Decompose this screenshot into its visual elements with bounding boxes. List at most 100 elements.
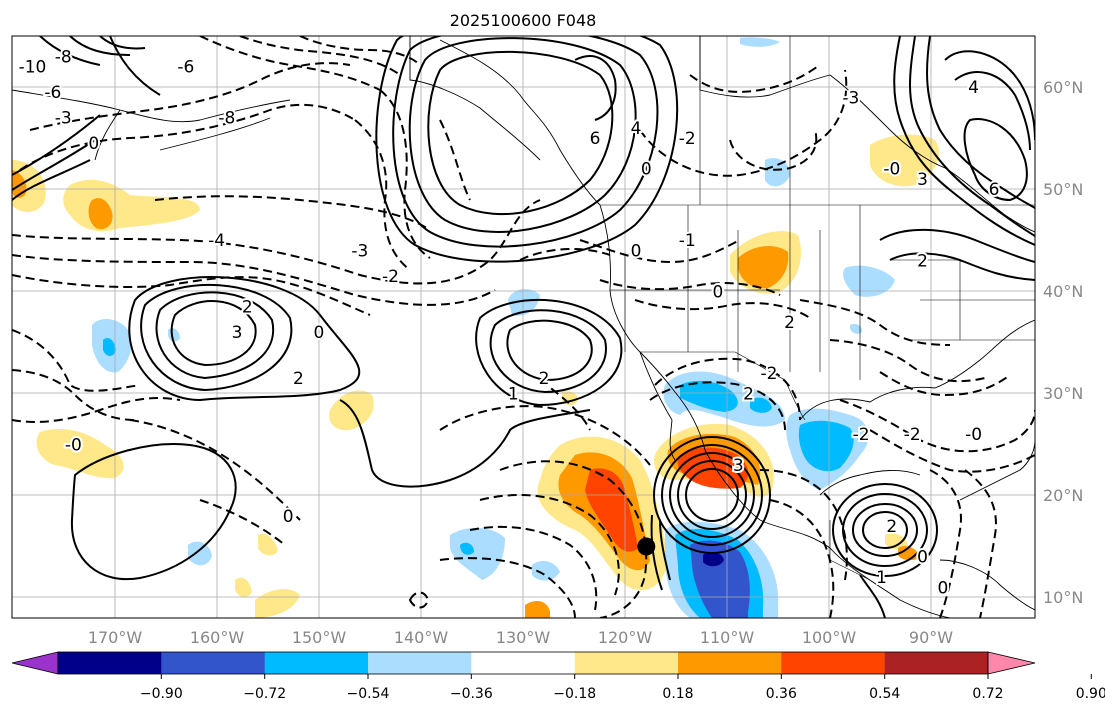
positive-anomaly-area — [738, 246, 789, 289]
contour-label: -3 — [351, 241, 368, 261]
colorbar-segment — [574, 652, 679, 674]
lat-label: 10°N — [1043, 588, 1083, 607]
contour-label: 1 — [876, 568, 887, 588]
positive-anomaly-area — [12, 160, 46, 212]
positive-anomaly-area — [235, 577, 252, 598]
storm-center-marker — [637, 537, 656, 556]
negative-anomaly-area — [450, 527, 505, 580]
lat-label: 40°N — [1043, 282, 1083, 301]
contour-label: -6 — [177, 58, 194, 78]
contour-label: 2 — [743, 384, 754, 404]
contour-label: -2 — [679, 129, 696, 149]
contour-labels: -10-8-6-30-6-864-20-34-0362-4-3-202320-1… — [17, 45, 1002, 600]
positive-anomaly-area — [12, 170, 27, 198]
plot-frame — [11, 35, 1036, 619]
lon-label: 90°W — [909, 628, 953, 647]
lon-label: 160°W — [190, 628, 245, 647]
contour-label: 0 — [631, 241, 642, 261]
contour-label: 0 — [712, 282, 723, 302]
colorbar-tick-label: 0.90 — [1076, 686, 1105, 702]
contour-label: 6 — [590, 129, 601, 149]
negative-anomaly-area — [843, 265, 895, 297]
contour-label: -2 — [904, 425, 921, 445]
colorbar-extend-high — [987, 651, 1036, 675]
colorbar-tick-label: 0.72 — [972, 686, 1003, 702]
contour-label: 2 — [539, 369, 550, 389]
contour-label: 3 — [733, 456, 744, 476]
colorbar-segment — [884, 652, 989, 674]
contour-label: -0 — [883, 160, 900, 180]
contour-label: -10 — [19, 58, 47, 78]
positive-anomaly-area — [885, 533, 908, 550]
contour-label: -3 — [55, 109, 72, 129]
colorbar-tick-label: −0.72 — [243, 686, 286, 702]
colorbar-segment — [58, 652, 162, 674]
colorbar-tick-label: −0.54 — [347, 686, 390, 702]
contour-label: -2 — [761, 364, 778, 384]
colorbar-segment — [264, 652, 369, 674]
contour-label: -6 — [44, 83, 61, 103]
contour-label: 0 — [88, 134, 99, 154]
negative-anomaly-area — [103, 338, 116, 356]
lat-label: 50°N — [1043, 180, 1083, 199]
colorbar-tick-label: −0.36 — [450, 686, 493, 702]
contour-label: -2 — [382, 267, 399, 287]
contour-label: -4 — [208, 231, 225, 251]
contour-label: 1 — [508, 384, 519, 404]
lon-label: 130°W — [496, 628, 551, 647]
contour-label: 0 — [313, 323, 324, 343]
colorbar-extend-low — [11, 651, 59, 675]
contour-label: -8 — [218, 109, 235, 129]
lat-label: 20°N — [1043, 486, 1083, 505]
negative-anomaly-area — [850, 323, 863, 334]
contour-label: -8 — [55, 47, 72, 67]
lat-label: 60°N — [1043, 78, 1083, 97]
negative-anomaly-area — [188, 541, 212, 566]
colorbar: −0.90 −0.72 −0.54 −0.36 −0.18 0.18 0.36 0.54 0.7… — [11, 651, 1105, 702]
lon-label: 140°W — [394, 628, 449, 647]
colorbar-segment — [368, 652, 472, 674]
plot-area: -10-8-6-30-6-864-20-34-0362-4-3-202320-1… — [12, 36, 1035, 618]
contour-label: 2 — [917, 252, 928, 272]
positive-anomaly-area — [88, 198, 113, 230]
negative-anomaly-area — [750, 397, 772, 413]
contour-label: 2 — [242, 298, 253, 318]
contour-label: 4 — [968, 78, 979, 98]
contour-label: 4 — [631, 119, 642, 139]
contour-label: -3 — [842, 88, 859, 108]
contour-label: 2 — [293, 369, 304, 389]
positive-anomaly-area — [255, 588, 300, 618]
contour-label: 2 — [784, 313, 795, 333]
contour-label: 0 — [917, 548, 928, 568]
contour-label: 6 — [989, 180, 1000, 200]
negative-anomaly-area — [703, 552, 724, 567]
negative-anomaly-area — [532, 560, 560, 581]
colorbar-tick-label: 0.36 — [766, 686, 797, 702]
contour-label: -0 — [965, 425, 982, 445]
negative-anomaly-area — [508, 288, 540, 316]
map-title: 2025100600 F048 — [450, 11, 597, 30]
lon-label: 100°W — [802, 628, 857, 647]
colorbar-segment — [781, 652, 886, 674]
dashed-contours — [12, 36, 1035, 618]
longitude-labels: 170°W 160°W 150°W 140°W 130°W 120°W 110°… — [88, 628, 953, 647]
lat-label: 30°N — [1043, 384, 1083, 403]
colorbar-segment — [678, 652, 782, 674]
contour-label: 3 — [232, 323, 243, 343]
latitude-labels: 60°N 50°N 40°N 30°N 20°N 10°N — [1043, 78, 1083, 607]
shaded-field — [12, 37, 939, 618]
colorbar-frame — [57, 651, 989, 675]
positive-anomaly-area — [870, 134, 939, 187]
lon-label: 170°W — [88, 628, 143, 647]
colorbar-tick-label: 0.18 — [662, 686, 693, 702]
lon-label: 120°W — [598, 628, 653, 647]
contour-label: -0 — [65, 435, 82, 455]
negative-anomaly-area — [740, 37, 780, 47]
colorbar-tick-label: −0.90 — [140, 686, 183, 702]
colorbar-segment — [161, 652, 266, 674]
contour-label: -1 — [679, 231, 696, 251]
negative-anomaly-area — [460, 542, 474, 555]
solid-contours — [12, 36, 1035, 618]
colorbar-segment — [471, 652, 576, 674]
